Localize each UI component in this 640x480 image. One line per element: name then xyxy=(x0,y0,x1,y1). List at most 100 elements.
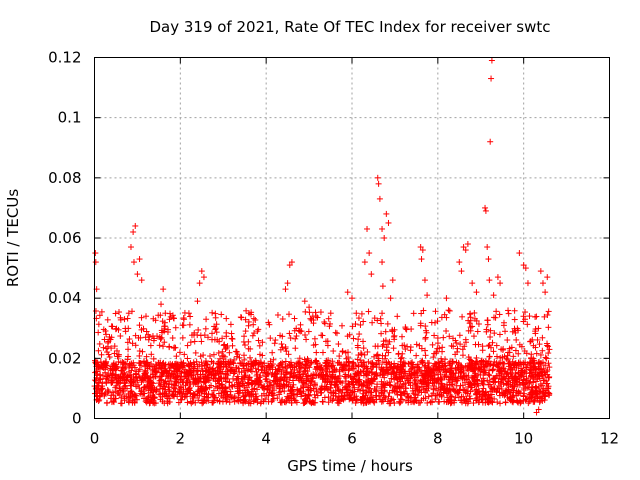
data-point xyxy=(496,311,503,318)
data-point xyxy=(242,328,249,335)
data-point xyxy=(312,309,319,316)
data-point xyxy=(256,342,263,349)
data-point xyxy=(422,352,429,359)
data-point xyxy=(319,398,326,405)
data-point xyxy=(365,308,372,315)
data-point xyxy=(313,388,320,395)
data-point xyxy=(325,315,332,322)
data-point xyxy=(368,271,375,278)
data-point xyxy=(138,379,145,386)
data-point xyxy=(364,348,371,355)
data-point xyxy=(456,259,463,266)
data-point xyxy=(103,331,110,338)
data-point xyxy=(138,314,145,321)
data-point xyxy=(479,347,486,354)
data-point xyxy=(488,57,495,64)
data-point xyxy=(443,295,450,302)
data-point xyxy=(115,358,122,365)
data-point xyxy=(202,325,209,332)
data-point xyxy=(484,244,491,251)
data-point xyxy=(278,340,285,347)
data-point xyxy=(486,353,493,360)
data-point xyxy=(143,328,150,335)
data-point xyxy=(147,342,154,349)
data-point xyxy=(398,354,405,361)
data-point xyxy=(544,311,551,318)
data-point xyxy=(376,393,383,400)
data-point xyxy=(459,352,466,359)
data-point xyxy=(277,332,284,339)
data-point xyxy=(170,315,177,322)
data-point xyxy=(187,313,194,320)
data-point xyxy=(526,313,533,320)
data-point xyxy=(493,353,500,360)
data-point xyxy=(96,340,103,347)
data-point xyxy=(533,350,540,357)
data-point xyxy=(511,307,518,314)
data-point xyxy=(171,344,178,351)
data-point xyxy=(174,393,181,400)
data-point xyxy=(295,359,302,366)
data-point xyxy=(143,313,149,320)
data-point xyxy=(317,309,324,316)
data-point xyxy=(310,385,317,392)
data-point xyxy=(379,359,386,366)
data-point xyxy=(490,348,497,355)
data-point xyxy=(138,277,145,284)
data-point xyxy=(205,334,212,341)
data-point xyxy=(311,335,318,342)
data-point xyxy=(226,349,233,356)
data-point xyxy=(179,334,186,341)
data-point xyxy=(360,318,367,325)
data-point xyxy=(130,362,137,369)
data-point xyxy=(374,381,381,388)
data-point xyxy=(166,316,173,323)
data-point xyxy=(132,342,139,349)
data-point xyxy=(184,399,191,406)
data-point xyxy=(209,309,216,316)
data-point xyxy=(491,395,498,402)
data-point xyxy=(301,298,308,305)
data-point xyxy=(196,392,203,399)
data-point xyxy=(330,348,337,355)
data-point xyxy=(513,336,520,343)
chart-title: Day 319 of 2021, Rate Of TEC Index for r… xyxy=(149,18,550,36)
data-point xyxy=(464,241,471,248)
data-point xyxy=(497,280,504,287)
data-point xyxy=(430,354,437,361)
data-point xyxy=(349,323,356,330)
data-point xyxy=(117,333,124,340)
data-point xyxy=(535,325,542,332)
data-point xyxy=(469,323,476,330)
data-point xyxy=(238,314,245,321)
data-point xyxy=(181,351,188,358)
data-point xyxy=(394,313,401,320)
data-point xyxy=(318,332,325,339)
data-point xyxy=(537,268,544,275)
data-point xyxy=(250,315,257,322)
data-point xyxy=(271,340,278,347)
data-point xyxy=(321,319,328,326)
data-point xyxy=(240,363,247,370)
data-point xyxy=(119,388,126,395)
data-point xyxy=(164,369,171,376)
data-point xyxy=(342,371,349,378)
data-point xyxy=(438,314,445,321)
data-point xyxy=(245,322,252,329)
data-point xyxy=(143,353,150,360)
data-point xyxy=(504,337,511,344)
data-point xyxy=(344,289,351,296)
data-point xyxy=(357,321,364,328)
data-point xyxy=(379,283,386,290)
data-point xyxy=(463,339,470,346)
data-point xyxy=(297,328,304,335)
data-point xyxy=(459,346,466,353)
data-point xyxy=(160,343,167,350)
data-point xyxy=(520,313,527,320)
data-point xyxy=(459,382,466,389)
data-point xyxy=(202,358,209,365)
data-point xyxy=(421,277,428,284)
data-point xyxy=(327,310,334,317)
data-point xyxy=(424,292,431,299)
